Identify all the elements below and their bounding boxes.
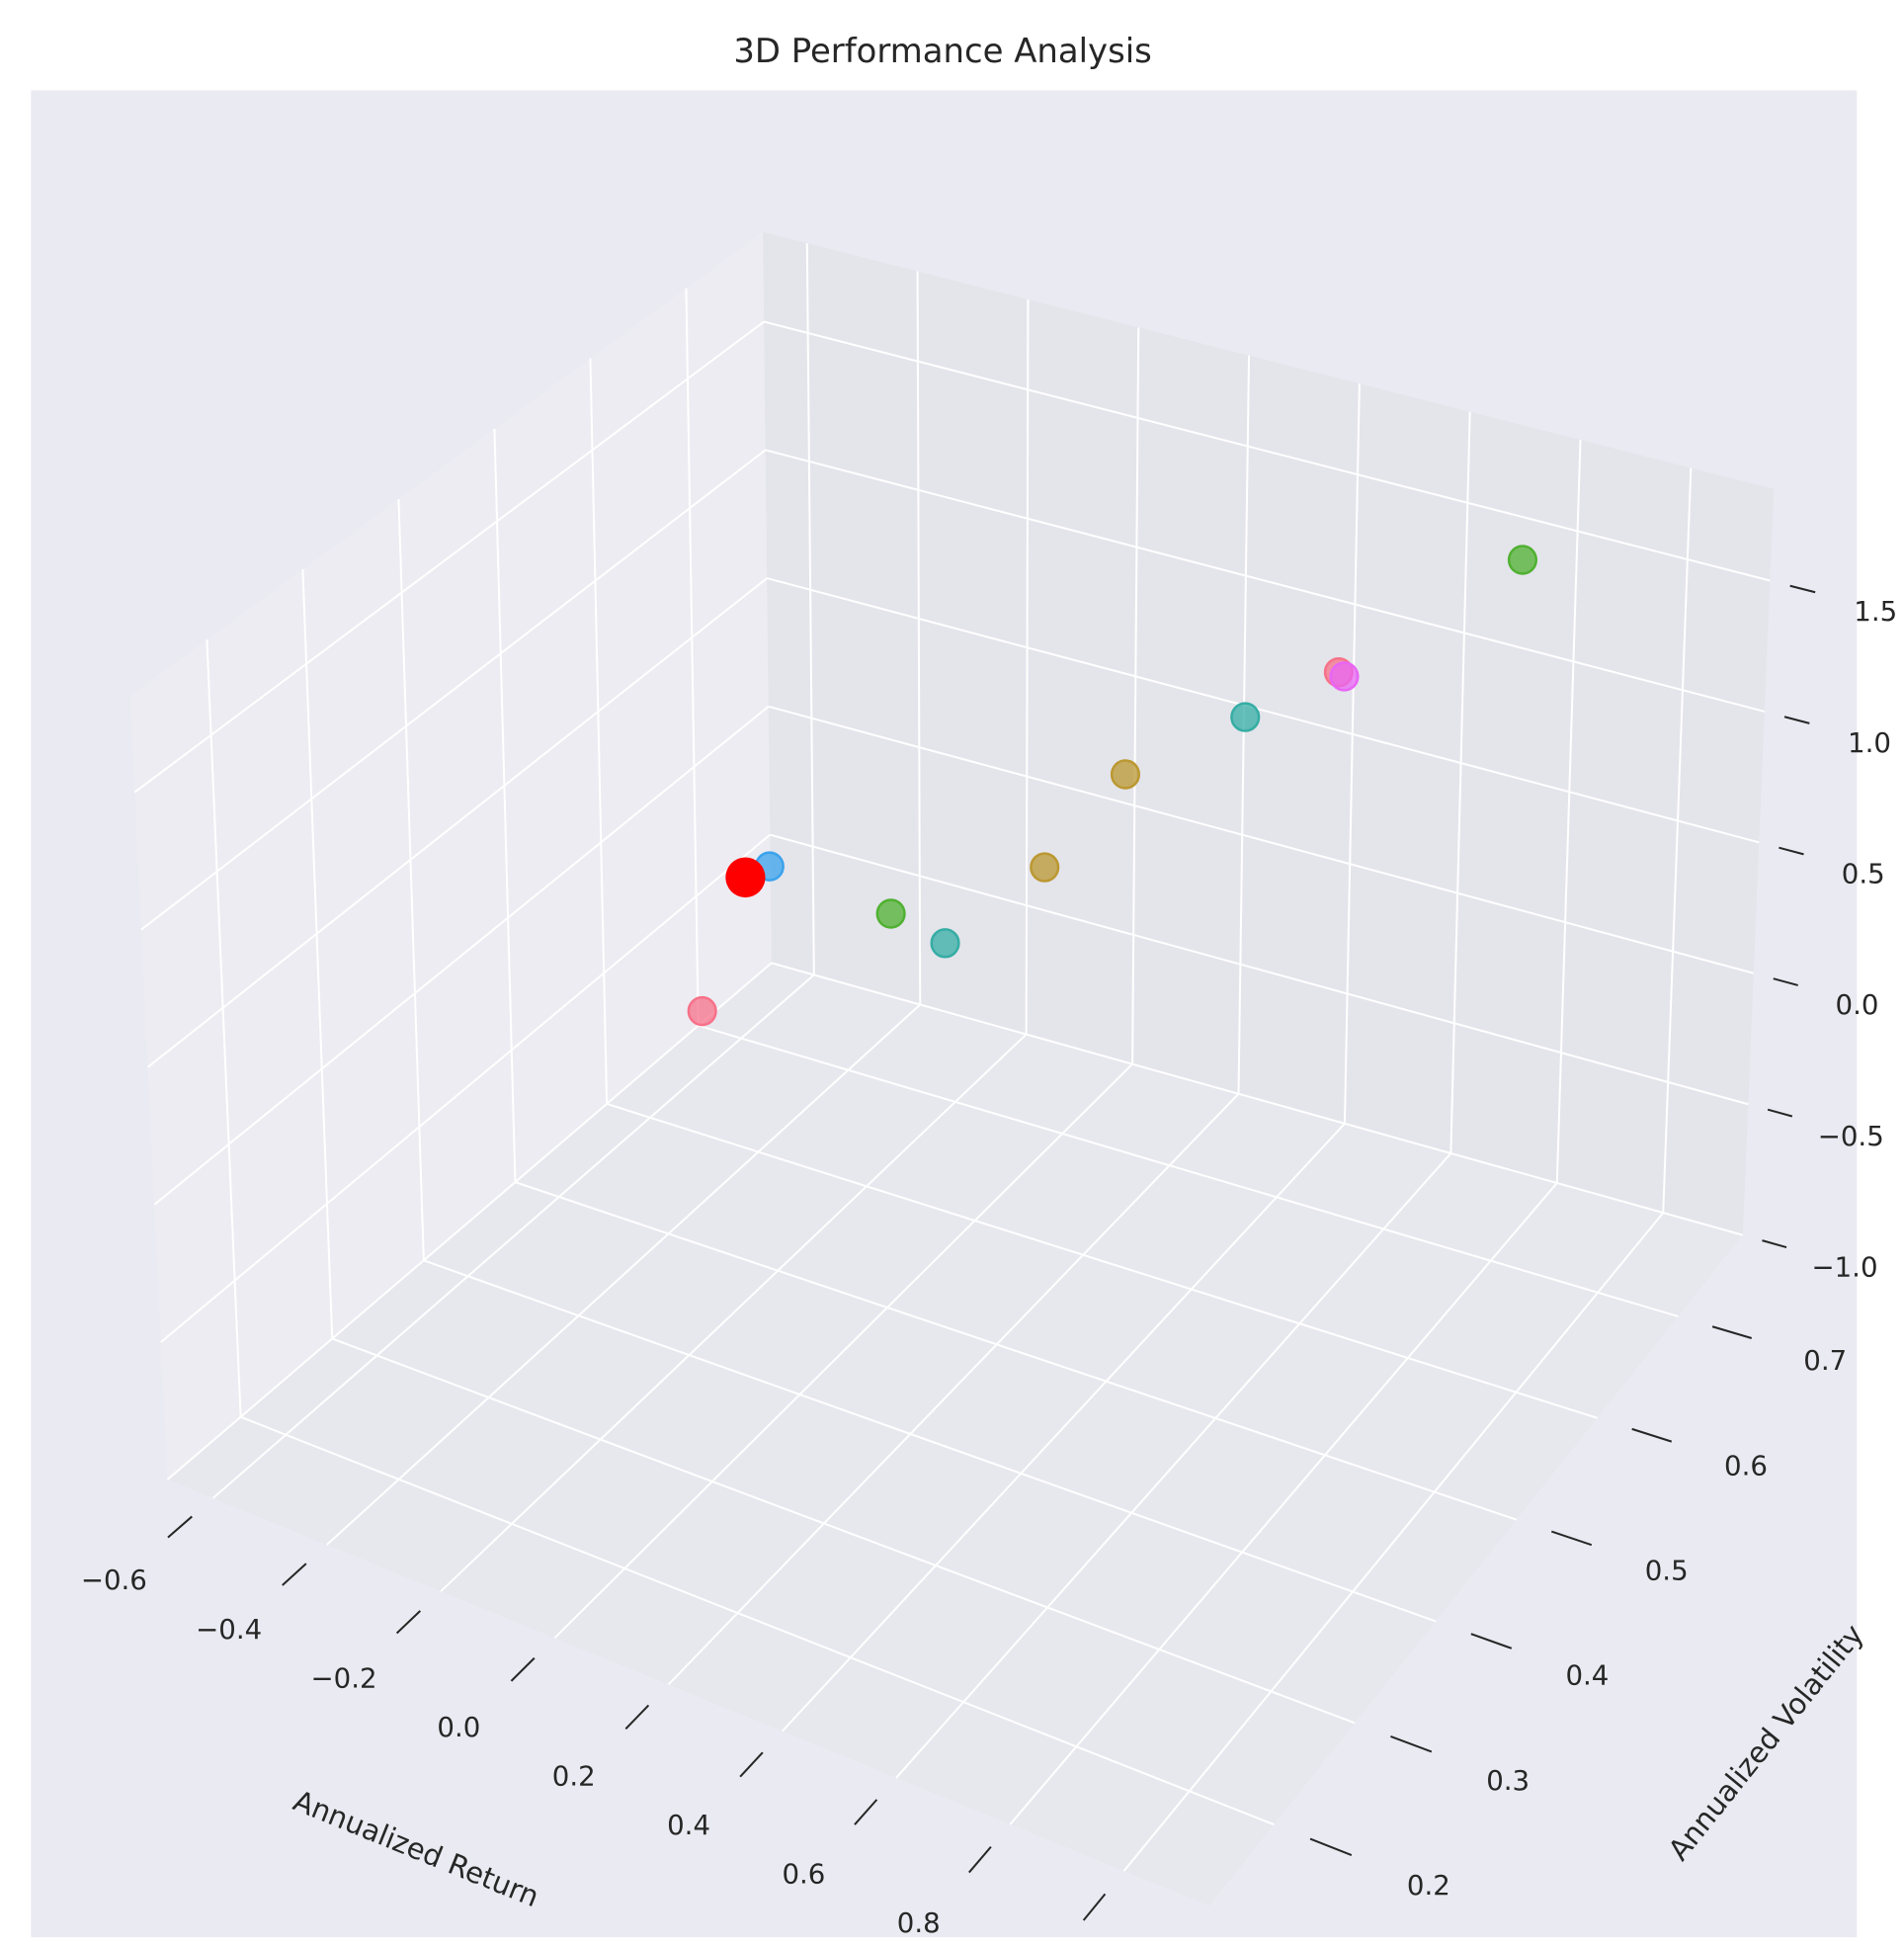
data-point [930,928,960,959]
tick-mark [1631,1427,1673,1443]
grid-line [1025,298,1030,1035]
grid-line [763,320,1771,582]
grid-line [916,271,922,1005]
grid-line [1449,411,1471,1153]
grid-line [589,358,609,1104]
tick-mark [624,1704,650,1731]
tick-mark [395,1610,422,1635]
z-tick-label: 0.5 [1842,857,1885,889]
grid-line [1131,327,1140,1064]
z-tick-label: 0.0 [1836,988,1879,1021]
data-point [687,995,717,1027]
grid-line [493,428,517,1183]
tick-mark [1762,1239,1787,1249]
grid-line [1662,467,1693,1214]
data-point [1507,545,1538,575]
y-tick-label: 0.5 [1645,1554,1689,1586]
grid-line [606,1102,1598,1419]
grid-line [147,577,768,1068]
grid-line [1343,383,1361,1124]
grid-line [1555,440,1582,1184]
grid-line [765,449,1766,713]
tick-mark [1711,1325,1753,1339]
grid-line [1009,1182,1558,1825]
x-tick-label: 0.8 [897,1906,941,1939]
grid-line [895,1152,1452,1779]
grid-line [515,1181,1518,1521]
z-tick-label: 1.5 [1854,595,1897,628]
tick-mark [1550,1530,1593,1547]
grid-line [440,1033,1028,1592]
x-tick-label: 0.0 [437,1711,480,1743]
grid-line [685,288,700,1026]
z-tick-label: 1.0 [1848,726,1891,759]
grid-line [1122,1212,1665,1872]
data-point [1110,759,1141,790]
tick-mark [854,1799,878,1825]
x-tick-label: 0.6 [782,1857,825,1890]
tick-mark [282,1563,307,1586]
y-tick-label: 0.7 [1803,1344,1847,1377]
grid-line [153,706,770,1206]
data-point [1329,661,1360,692]
grid-line [423,1259,1437,1623]
tick-mark [1779,846,1804,856]
left-pane [129,231,772,1481]
grid-line [667,1093,1240,1686]
grid-line [805,243,815,975]
grid-line [771,962,1744,1236]
grid-line [140,449,767,931]
data-point [725,857,766,898]
tick-mark [1773,977,1798,986]
tick-mark [1390,1734,1433,1753]
tick-mark [1783,716,1810,724]
chart-title: 3D Performance Analysis [733,32,1151,71]
tick-mark [1309,1837,1353,1857]
y-tick-label: 0.2 [1407,1869,1450,1902]
tick-mark [1082,1893,1107,1921]
x-tick-label: −0.4 [196,1613,262,1646]
grid-line [770,833,1749,1106]
grid-line [240,1415,1275,1826]
x-tick-label: 0.2 [552,1759,596,1792]
y-tick-label: 0.4 [1565,1659,1609,1692]
tick-mark [968,1845,992,1874]
data-point [1230,702,1261,732]
grid-line [698,1024,1679,1317]
data-point [1030,852,1060,883]
tick-mark [739,1751,764,1778]
grid-line [326,1003,921,1546]
grid-line [160,833,771,1343]
grid-line [331,1337,1356,1725]
z-tick-label: −1.0 [1811,1251,1877,1284]
grid-line [211,973,815,1499]
tick-mark [1470,1633,1513,1650]
grid-line [553,1062,1133,1640]
x-tick-label: −0.6 [81,1564,147,1596]
tick-mark [1789,584,1816,594]
grid-line [768,705,1755,974]
grid-line [166,962,773,1481]
tick-mark [1767,1108,1793,1118]
x-tick-label: 0.4 [667,1809,710,1841]
grid-line [206,639,242,1417]
grid-line [301,569,334,1339]
grid-line [397,498,425,1261]
z-tick-label: −0.5 [1818,1120,1884,1152]
grid-line [782,1123,1346,1733]
y-tick-label: 0.3 [1486,1764,1530,1797]
x-tick-label: −0.2 [311,1661,377,1694]
grid-line [133,320,765,794]
tick-mark [510,1656,536,1682]
back-pane [763,231,1775,1235]
data-point [875,898,906,929]
y-tick-label: 0.6 [1724,1449,1768,1481]
grid-line [766,577,1760,844]
tick-mark [167,1515,193,1539]
